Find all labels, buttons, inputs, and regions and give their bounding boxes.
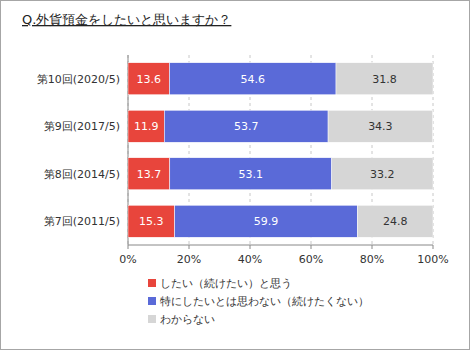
bar (175, 205, 358, 237)
bar (170, 158, 332, 190)
data-label: 15.3 (139, 215, 164, 228)
data-label: 24.8 (383, 215, 408, 228)
data-label: 59.9 (254, 215, 279, 228)
tick-mark (372, 245, 373, 249)
data-label: 13.7 (137, 168, 162, 181)
data-label: 33.2 (370, 168, 395, 181)
bar (128, 63, 169, 95)
legend-swatch (148, 279, 156, 287)
bar (128, 205, 175, 237)
chart-root: Q.外貨預金をしたいと思いますか？ 0% 20% 40% 60% 80% 100% 13.6 5… (0, 0, 470, 350)
tick-mark (311, 245, 312, 249)
tick-mark (433, 245, 434, 249)
grid (128, 55, 433, 249)
bar (336, 63, 433, 95)
tick-label: 0% (119, 253, 136, 266)
data-label: 54.6 (240, 73, 265, 86)
bar (357, 205, 433, 237)
legend-swatch (148, 315, 156, 323)
data-label: 31.8 (372, 73, 397, 86)
data-label: 53.1 (239, 168, 264, 181)
bar (328, 110, 433, 142)
data-labels: 13.6 54.6 31.8 11.9 53.7 34.3 13.7 53.1 33.2 15.3… (134, 73, 408, 229)
category-label: 第10回(2020/5) (37, 73, 120, 86)
tick-label: 80% (360, 253, 384, 266)
tick-label: 100% (417, 253, 448, 266)
data-label: 11.9 (134, 120, 159, 133)
tick-mark (250, 245, 251, 249)
bar (164, 110, 328, 142)
tick-label: 20% (177, 253, 201, 266)
legend-label: したい（続けたい）と思う (160, 277, 292, 290)
bar (332, 158, 433, 190)
title: Q.外貨預金をしたいと思いますか？ (22, 12, 231, 27)
x-axis-line (128, 245, 433, 246)
data-label: 53.7 (234, 120, 259, 133)
bars (128, 63, 433, 238)
tick-mark (189, 245, 190, 249)
legend: したい（続けたい）と思う特にしたいとは思わない（続けたくない） わからない (148, 277, 369, 326)
category-label: 第7回(2011/5) (44, 215, 120, 228)
tick-mark (128, 245, 129, 249)
category-label: 第9回(2017/5) (44, 120, 120, 133)
tick-label: 40% (238, 253, 262, 266)
legend-label: わからない (160, 313, 215, 326)
data-label: 34.3 (368, 120, 393, 133)
category-label: 第8回(2014/5) (44, 168, 120, 181)
bar (169, 63, 336, 95)
legend-swatch (148, 297, 156, 305)
chart: Q.外貨預金をしたいと思いますか？ 0% 20% 40% 60% 80% 100% 13.6 5… (0, 0, 470, 350)
data-label: 13.6 (136, 73, 161, 86)
bar (128, 110, 164, 142)
bar (128, 158, 170, 190)
tick-label: 60% (299, 253, 323, 266)
legend-label: 特にしたいとは思わない（続けたくない） (160, 295, 369, 308)
chart-frame (1, 1, 470, 350)
